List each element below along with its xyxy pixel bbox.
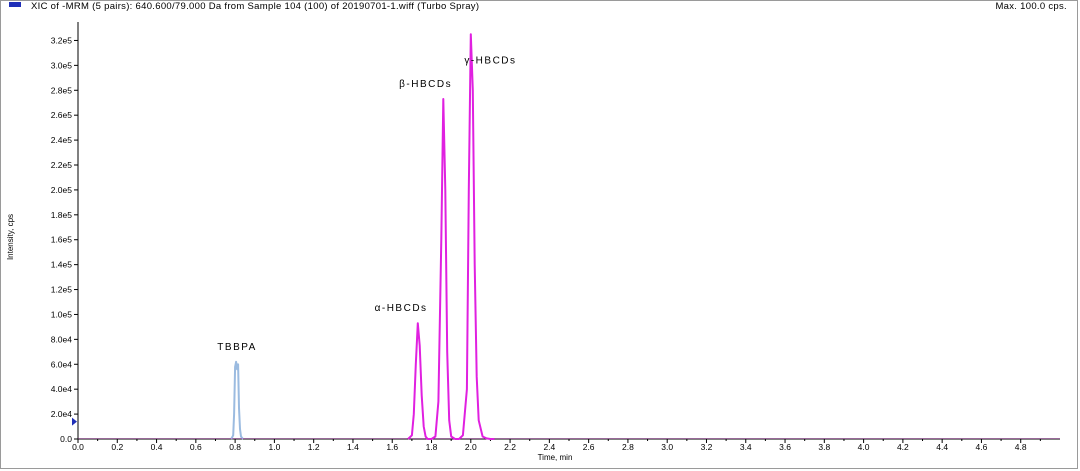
x-tick-label: 3.6: [779, 442, 791, 452]
chromatogram-trace-2: [407, 33, 495, 440]
y-axis-title: Intensity, cps: [6, 214, 15, 260]
x-tick-label: 1.0: [268, 442, 280, 452]
x-tick-label: 4.0: [858, 442, 870, 452]
x-tick-label: 0.0: [72, 442, 84, 452]
y-tick-label: 2.6e5: [51, 110, 73, 120]
x-tick-label: 0.6: [190, 442, 202, 452]
y-tick-label: 6.0e4: [51, 359, 73, 369]
chart-title: XIC of -MRM (5 pairs): 640.600/79.000 Da…: [31, 1, 480, 12]
x-tick-label: 3.2: [701, 442, 713, 452]
x-tick-label: 2.6: [583, 442, 595, 452]
chart-header: XIC of -MRM (5 pairs): 640.600/79.000 Da…: [1, 1, 1079, 17]
baseline-marker-icon[interactable]: [72, 417, 77, 426]
y-tick-label: 0.0: [60, 434, 72, 444]
y-tick-label: 8.0e4: [51, 334, 73, 344]
y-tick-label: 1.2e5: [51, 285, 73, 295]
x-tick-label: 4.8: [1015, 442, 1027, 452]
x-tick-label: 1.6: [386, 442, 398, 452]
x-axis-title: Time, min: [538, 453, 573, 462]
legend-color-swatch: [9, 2, 21, 7]
peak-label: γ-HBCDs: [464, 55, 516, 66]
x-tick-label: 2.8: [622, 442, 634, 452]
y-tick-label: 2.4e5: [51, 135, 73, 145]
x-tick-label: 3.8: [818, 442, 830, 452]
x-tick-label: 4.4: [936, 442, 948, 452]
y-tick-label: 1.4e5: [51, 260, 73, 270]
y-tick-label: 2.0e5: [51, 185, 73, 195]
x-tick-label: 2.0: [465, 442, 477, 452]
x-tick-label: 1.4: [347, 442, 359, 452]
x-tick-label: 1.8: [426, 442, 438, 452]
y-tick-label: 3.2e5: [51, 35, 73, 45]
x-tick-label: 4.6: [976, 442, 988, 452]
y-tick-label: 1.8e5: [51, 210, 73, 220]
x-tick-label: 2.2: [504, 442, 516, 452]
x-tick-label: 2.4: [543, 442, 555, 452]
max-intensity-label: Max. 100.0 cps.: [995, 1, 1067, 12]
x-tick-label: 3.0: [661, 442, 673, 452]
x-tick-label: 4.2: [897, 442, 909, 452]
y-tick-label: 2.8e5: [51, 85, 73, 95]
peak-label: TBBPA: [217, 342, 257, 353]
y-tick-label: 3.0e5: [51, 60, 73, 70]
chromatogram-trace-1: [230, 360, 244, 440]
x-tick-label: 3.4: [740, 442, 752, 452]
x-tick-label: 1.2: [308, 442, 320, 452]
x-tick-label: 0.4: [151, 442, 163, 452]
y-tick-label: 1.6e5: [51, 235, 73, 245]
y-tick-label: 1.0e5: [51, 309, 73, 319]
x-tick-label: 0.2: [111, 442, 123, 452]
y-tick-label: 4.0e4: [51, 384, 73, 394]
y-tick-label: 2.0e4: [51, 409, 73, 419]
x-tick-label: 0.8: [229, 442, 241, 452]
peak-label: β-HBCDs: [399, 79, 452, 90]
peak-label: α-HBCDs: [375, 303, 428, 314]
y-tick-label: 2.2e5: [51, 160, 73, 170]
